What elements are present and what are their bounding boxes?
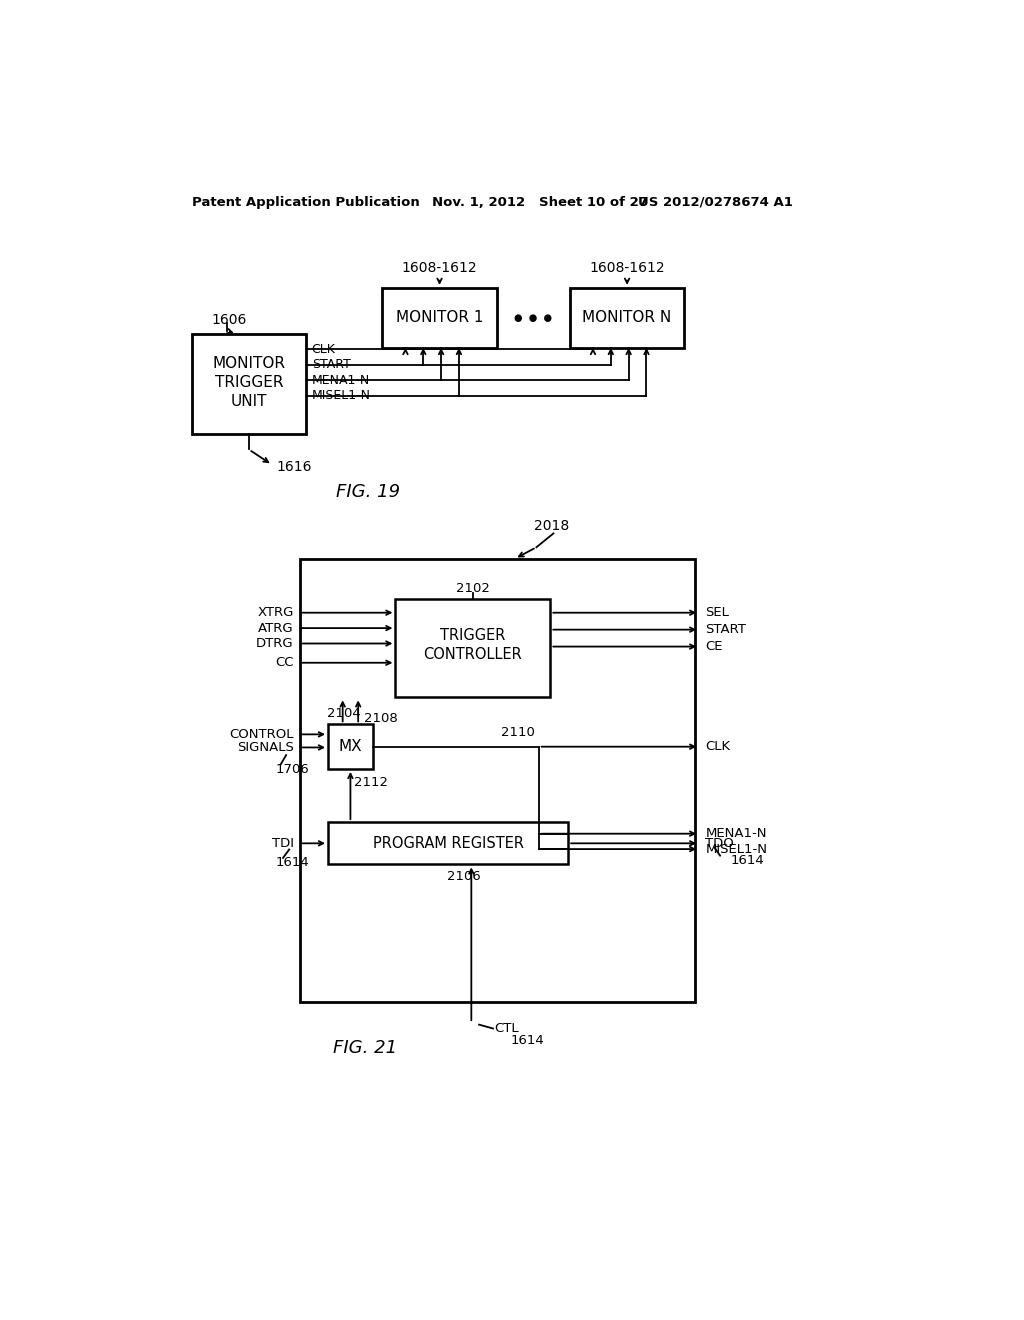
Text: 2018: 2018	[535, 520, 569, 533]
Text: MX: MX	[339, 739, 362, 754]
Text: MENA1-N: MENA1-N	[311, 374, 370, 387]
Text: TRIGGER: TRIGGER	[440, 628, 506, 643]
Text: PROGRAM REGISTER: PROGRAM REGISTER	[373, 836, 523, 851]
Text: 1614: 1614	[730, 854, 764, 867]
Text: 1616: 1616	[276, 461, 311, 474]
Text: MONITOR N: MONITOR N	[583, 310, 672, 325]
Text: 1608-1612: 1608-1612	[401, 261, 477, 275]
Text: MENA1-N: MENA1-N	[706, 828, 767, 841]
Text: CTL: CTL	[495, 1022, 519, 1035]
Text: US 2012/0278674 A1: US 2012/0278674 A1	[638, 195, 793, 209]
Bar	[382, 288, 497, 348]
Text: 2102: 2102	[456, 582, 489, 595]
Text: XTRG: XTRG	[257, 606, 294, 619]
Text: ●  ●  ●: ● ● ●	[514, 313, 552, 323]
Text: 1614: 1614	[510, 1034, 544, 1047]
Text: 2104: 2104	[327, 708, 360, 721]
Text: UNIT: UNIT	[230, 395, 267, 409]
Text: 2110: 2110	[501, 726, 535, 739]
Text: CONTROL: CONTROL	[229, 727, 294, 741]
Text: SIGNALS: SIGNALS	[237, 741, 294, 754]
Text: CONTROLLER: CONTROLLER	[424, 647, 522, 661]
Text: TRIGGER: TRIGGER	[215, 375, 284, 389]
Bar	[328, 725, 373, 770]
Text: SEL: SEL	[706, 606, 729, 619]
Text: MISEL1-N: MISEL1-N	[311, 389, 371, 403]
Text: 2106: 2106	[446, 870, 480, 883]
Bar	[569, 288, 684, 348]
Text: 1608-1612: 1608-1612	[589, 261, 665, 275]
Text: MONITOR 1: MONITOR 1	[396, 310, 483, 325]
Text: DTRG: DTRG	[256, 638, 294, 649]
Text: 1606: 1606	[212, 313, 247, 327]
Text: TDI: TDI	[271, 837, 294, 850]
Text: 2112: 2112	[354, 776, 388, 789]
Text: CLK: CLK	[311, 343, 336, 356]
Text: TDO: TDO	[706, 837, 734, 850]
Text: MISEL1-N: MISEL1-N	[706, 842, 767, 855]
Text: MONITOR: MONITOR	[212, 355, 286, 371]
Bar	[191, 334, 306, 434]
Text: CLK: CLK	[706, 741, 730, 754]
Text: START: START	[706, 623, 746, 636]
Text: CE: CE	[706, 640, 723, 653]
Text: ATRG: ATRG	[258, 622, 294, 635]
Bar	[395, 599, 550, 697]
Text: FIG. 21: FIG. 21	[334, 1039, 397, 1057]
Text: 1614: 1614	[275, 857, 309, 869]
Bar	[300, 558, 695, 1002]
Text: Patent Application Publication: Patent Application Publication	[191, 195, 419, 209]
Text: CC: CC	[275, 656, 294, 669]
Bar	[328, 822, 568, 865]
Text: START: START	[311, 358, 350, 371]
Text: FIG. 19: FIG. 19	[336, 483, 400, 500]
Text: Nov. 1, 2012   Sheet 10 of 27: Nov. 1, 2012 Sheet 10 of 27	[432, 195, 647, 209]
Text: 1706: 1706	[275, 763, 309, 776]
Text: 2108: 2108	[365, 713, 398, 726]
